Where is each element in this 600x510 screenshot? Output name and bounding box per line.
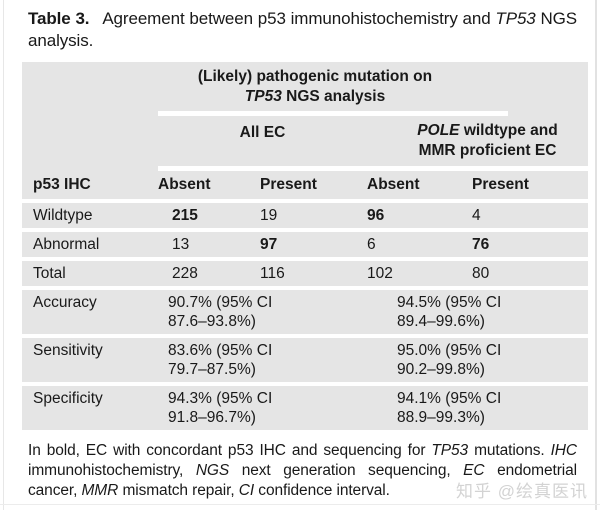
table-row-sensitivity: Sensitivity 83.6% (95% CI 79.7–87.5%) 95… [22, 338, 588, 382]
table-caption: Table 3. Agreement between p53 immunohis… [28, 8, 577, 52]
table-header-block: (Likely) pathogenic mutation on TP53 NGS… [22, 62, 588, 199]
group-header-spacer [22, 121, 158, 161]
cell-value: 6 [367, 236, 376, 253]
cell-value: 228 [172, 265, 198, 282]
group-header-all-ec: All EC [239, 124, 286, 141]
cell-value: 19 [260, 207, 278, 224]
page-edge-bottom [0, 504, 600, 505]
caption-text: Agreement between p53 immunohistochemist… [102, 9, 491, 28]
column-header-present-1: Present [260, 176, 317, 193]
spanning-header-line1: (Likely) pathogenic mutation on [197, 68, 433, 85]
column-header-p53-ihc: p53 IHC [33, 176, 91, 193]
cell-value: 4 [472, 207, 481, 224]
spanning-header: (Likely) pathogenic mutation on TP53 NGS… [140, 67, 490, 107]
table-row-total: Total 228 116 102 80 [22, 261, 588, 286]
caption-gene-italic: TP53 [495, 9, 536, 28]
table-row-wildtype: Wildtype 215 19 96 4 [22, 203, 588, 228]
table-row-accuracy: Accuracy 90.7% (95% CI 87.6–93.8%) 94.5%… [22, 290, 588, 334]
cell-value: 80 [472, 265, 490, 282]
group-header-pole: POLE wildtype and MMR proficient EC [417, 122, 558, 159]
footnote-italic-mmr: MMR [81, 482, 119, 499]
cell-value: 97 [260, 236, 278, 253]
group-header-row: All EC POLE wildtype and MMR proficient … [22, 116, 588, 166]
row-label: Wildtype [33, 207, 93, 224]
caption-label: Table 3. [28, 9, 90, 28]
spanning-header-line2: TP53 NGS analysis [244, 88, 386, 105]
footnote-italic-ihc: IHC [550, 442, 578, 459]
table-row-abnormal: Abnormal 13 97 6 76 [22, 232, 588, 257]
footnote-italic-ec: EC [463, 462, 485, 479]
cell-value: 13 [172, 236, 190, 253]
rule-under-spanning-header [158, 111, 508, 116]
column-header-row: p53 IHC Absent Present Absent Present [22, 171, 588, 199]
stat-value-all-ec: 90.7% (95% CI 87.6–93.8%) [168, 294, 273, 330]
footnote-italic-ci: CI [238, 482, 255, 499]
cell-value: 116 [260, 265, 285, 282]
row-label: Total [33, 265, 66, 282]
stat-value-all-ec: 94.3% (95% CI 91.8–96.7%) [168, 390, 273, 426]
stat-value-pole: 94.1% (95% CI 88.9–99.3%) [397, 390, 502, 426]
cell-value: 96 [367, 207, 385, 224]
page-edge-left [3, 0, 4, 510]
footnote-italic-ngs: NGS [195, 462, 230, 479]
caption-text-end: NGS analysis. [28, 9, 578, 50]
page-edge-right [595, 0, 597, 510]
row-label: Accuracy [33, 294, 97, 311]
column-header-present-2: Present [472, 176, 529, 193]
row-label: Abnormal [33, 236, 100, 253]
cell-value: 102 [367, 265, 393, 282]
footnote-italic-tp53: TP53 [431, 442, 469, 459]
cell-value: 76 [472, 236, 490, 253]
cell-value: 215 [172, 207, 198, 224]
stat-value-pole: 95.0% (95% CI 90.2–99.8%) [397, 342, 502, 378]
table-footnote: In bold, EC with concordant p53 IHC and … [28, 442, 578, 499]
watermark-zhihu: 知乎 @绘真医讯 [456, 482, 588, 501]
stat-value-all-ec: 83.6% (95% CI 79.7–87.5%) [168, 342, 273, 378]
table-row-specificity: Specificity 94.3% (95% CI 91.8–96.7%) 94… [22, 386, 588, 430]
column-header-absent-2: Absent [367, 176, 420, 193]
row-label: Specificity [33, 390, 103, 407]
stat-value-pole: 94.5% (95% CI 89.4–99.6%) [397, 294, 502, 330]
pole-gene-italic: POLE [417, 122, 460, 139]
column-header-absent-1: Absent [158, 176, 211, 193]
row-label: Sensitivity [33, 342, 103, 359]
rule-under-group-headers [158, 166, 588, 171]
agreement-table: (Likely) pathogenic mutation on TP53 NGS… [22, 62, 588, 430]
spanning-header-gene-italic: TP53 [244, 88, 282, 105]
